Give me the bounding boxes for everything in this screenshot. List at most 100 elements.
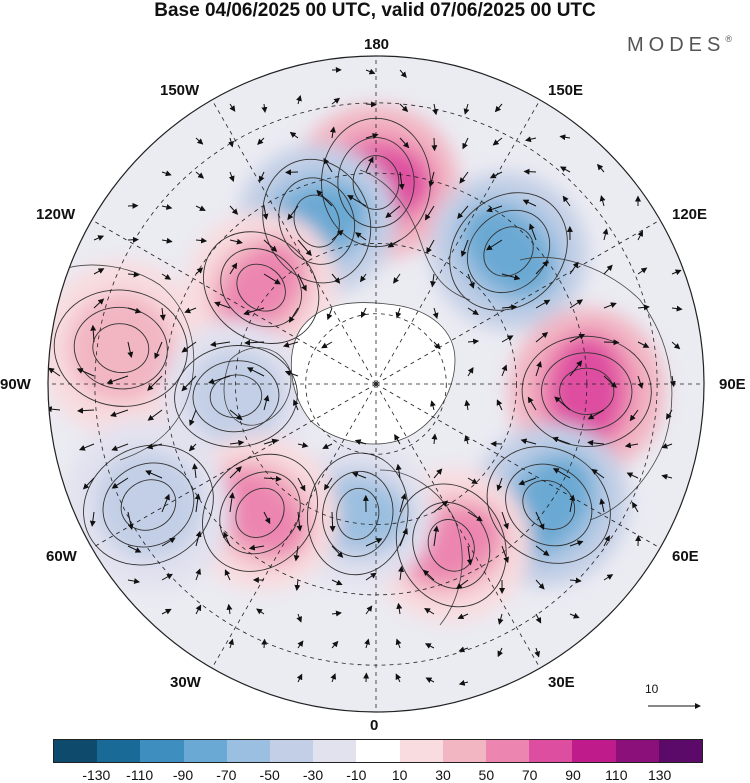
wind-arrow <box>244 339 265 346</box>
wind-arrow <box>209 341 231 348</box>
greenland-outline <box>223 347 292 426</box>
colorbar-swatch <box>97 740 141 762</box>
wind-arrow <box>637 341 650 348</box>
wind-arrow <box>428 171 435 188</box>
wind-arrow <box>296 94 302 105</box>
lon-label-90w: 90W <box>0 376 31 393</box>
wind-arrow <box>229 439 245 446</box>
lon-label-30w: 30W <box>170 674 201 691</box>
anomaly-fill <box>95 450 202 560</box>
wind-arrow <box>321 341 333 349</box>
wind-arrow <box>501 364 508 377</box>
wind-arrow <box>297 477 306 492</box>
wind-arrow <box>365 101 377 108</box>
wind-arrow <box>399 103 409 113</box>
wind-arrow <box>147 409 163 421</box>
wind-arrow <box>458 646 469 653</box>
contour-line <box>278 177 355 265</box>
wind-arrow <box>457 205 469 219</box>
wind-arrow <box>624 442 639 449</box>
colorbar-swatch <box>572 740 616 762</box>
colorbar-swatch <box>442 740 487 762</box>
wind-arrow <box>189 409 197 427</box>
wind-arrow <box>467 511 483 522</box>
wind-arrow <box>535 579 545 590</box>
contour-line <box>102 462 195 548</box>
contour-line <box>412 501 491 589</box>
contour-line <box>486 446 611 564</box>
wind-arrow <box>228 171 235 183</box>
colorbar-tick-label: -70 <box>216 767 237 783</box>
colorbar-tick-label: 70 <box>521 767 538 783</box>
lon-label-30e: 30E <box>548 674 575 691</box>
contour-line <box>120 479 177 531</box>
wind-arrow <box>365 68 376 75</box>
wind-arrow <box>293 399 299 411</box>
wind-arrow <box>110 409 129 417</box>
wind-arrow <box>466 545 473 566</box>
wind-arrow <box>127 545 142 553</box>
wind-arrow <box>355 232 367 241</box>
wind-arrow <box>523 168 537 175</box>
wind-arrow <box>257 137 265 145</box>
lon-label-150w: 150W <box>160 82 200 99</box>
land-outlines <box>59 169 673 626</box>
wind-arrow <box>661 442 673 449</box>
wind-arrow <box>195 205 206 211</box>
wind-arrow <box>603 574 614 581</box>
wind-arrow <box>223 531 231 547</box>
wind-arrow <box>394 434 401 445</box>
wind-arrow <box>181 375 197 392</box>
wind-arrow <box>297 273 307 292</box>
wind-arrow <box>535 299 551 309</box>
wind-arrow <box>494 103 503 113</box>
wind-arrow <box>520 438 537 445</box>
colorbar-swatch <box>54 740 98 762</box>
colorbar-swatch <box>313 740 357 762</box>
wind-arrow <box>127 271 140 278</box>
wind-arrow <box>535 613 542 624</box>
contour-line <box>92 323 150 374</box>
colorbar-tick-label: 30 <box>435 767 451 783</box>
meridian-line <box>375 219 661 385</box>
wind-arrow <box>82 477 95 490</box>
wind-arrow <box>224 569 231 581</box>
wind-arrow <box>263 438 279 445</box>
wind-arrow <box>554 396 571 411</box>
wind-arrow <box>161 493 170 513</box>
wind-arrow <box>323 157 333 173</box>
wind-arrow <box>188 443 197 452</box>
colorbar-tick-label: -30 <box>302 767 324 783</box>
wind-arrow <box>467 307 479 315</box>
wind-arrow <box>665 409 673 420</box>
wind-arrow <box>248 544 265 551</box>
colorbar-swatch <box>183 740 227 762</box>
colorbar-ticks: -130 -110 -90 -70 -50 -30 -10 10 30 50 70 90 110 130 <box>0 767 750 783</box>
colorbar-swatch <box>270 740 314 762</box>
wind-arrow <box>161 573 173 581</box>
wind-arrow <box>424 643 435 649</box>
wind-arrow <box>457 613 469 620</box>
lon-label-150e: 150E <box>548 82 584 99</box>
wind-arrow <box>569 577 582 584</box>
wind-arrow <box>467 273 475 289</box>
wind-arrow <box>127 341 134 359</box>
colorbar-tick-label: -90 <box>172 767 194 783</box>
colorbar-tick-label: -10 <box>346 767 367 783</box>
wind-arrow <box>263 475 282 482</box>
wind-arrow <box>492 137 503 146</box>
wind-arrow <box>501 545 509 564</box>
wind-arrow <box>351 471 367 479</box>
wind-arrow <box>331 273 341 284</box>
wind-arrow <box>365 572 377 581</box>
wind-arrow <box>229 205 239 215</box>
lon-label-120e: 120E <box>672 206 708 223</box>
wind-arrow <box>360 307 367 319</box>
wind-arrow <box>399 493 407 513</box>
wind-arrow <box>433 525 440 547</box>
contour-line <box>427 519 475 572</box>
wind-arrow <box>569 261 579 275</box>
wind-arrow <box>467 338 480 345</box>
wind-arrow <box>161 170 172 177</box>
colorbar-tick-label: 130 <box>647 767 672 783</box>
